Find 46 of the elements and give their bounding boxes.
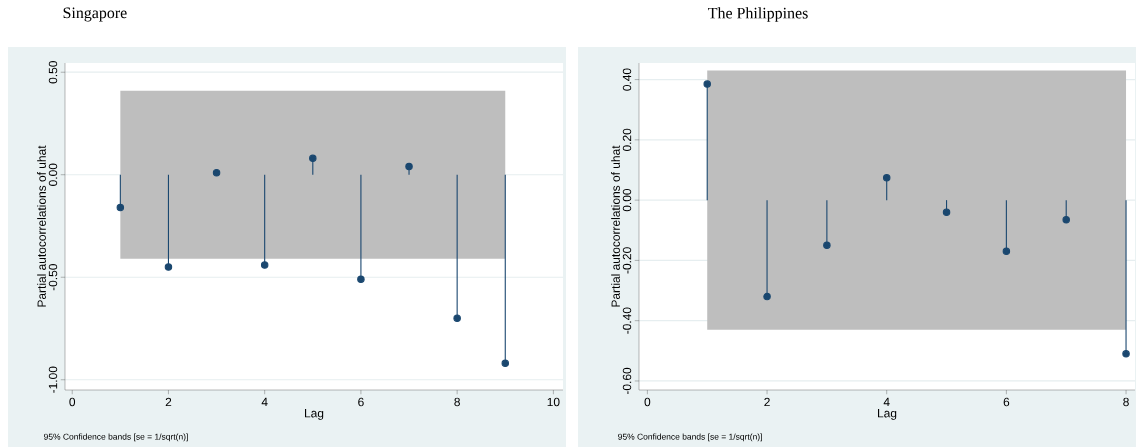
y-tick-label: -1.00 — [48, 366, 58, 393]
point — [1122, 350, 1130, 358]
x-tick-label: 0 — [69, 397, 76, 407]
point — [309, 154, 317, 163]
point — [763, 292, 771, 301]
y-tick-label: 0.20 — [622, 128, 632, 152]
x-tick-label: 0 — [644, 397, 651, 407]
y-tick-label: 0.00 — [622, 188, 632, 212]
y-axis-title: Partial autocorrelations of uhat — [37, 145, 46, 307]
point — [1002, 247, 1011, 256]
x-tick-label: 6 — [1003, 397, 1010, 407]
y-axis-title: Partial autocorrelations of uhat — [611, 145, 620, 307]
point — [405, 162, 413, 171]
x-axis-title: Lag — [305, 409, 324, 420]
y-tick-label: -0.50 — [48, 264, 58, 291]
y-tick-label: -0.40 — [622, 307, 632, 334]
point — [453, 314, 461, 322]
point — [1062, 215, 1070, 224]
chart-title: The Philippines — [708, 7, 808, 22]
chart-title: Singapore — [63, 7, 127, 22]
y-tick-label: -0.60 — [622, 367, 632, 395]
x-tick-label: 4 — [883, 397, 890, 406]
x-tick-label: 8 — [1123, 397, 1129, 407]
point — [703, 80, 711, 88]
point — [212, 168, 221, 177]
y-tick-label: 0.50 — [48, 61, 58, 84]
x-tick-label: 2 — [165, 397, 172, 407]
x-tick-label: 2 — [764, 397, 770, 407]
point — [116, 203, 125, 212]
y-tick-label: 0.40 — [622, 68, 632, 91]
point — [882, 174, 891, 182]
point — [942, 208, 951, 216]
x-tick-label: 6 — [358, 397, 364, 407]
point — [823, 241, 831, 250]
text: 95% Confidence bands [se = 1/sqrt(n)] — [44, 433, 188, 442]
x-tick-label: 4 — [261, 397, 268, 406]
x-axis-title: Lag — [878, 409, 897, 420]
x-tick-label: 8 — [454, 397, 460, 407]
point — [357, 275, 365, 284]
x-tick-label: 10 — [547, 397, 560, 407]
y-tick-label: -0.20 — [622, 247, 632, 274]
point — [260, 261, 269, 269]
text: 95% Confidence bands [se = 1/sqrt(n)] — [618, 433, 762, 442]
point — [501, 359, 510, 368]
y-tick-label: 0.00 — [48, 163, 58, 186]
point — [164, 263, 173, 271]
